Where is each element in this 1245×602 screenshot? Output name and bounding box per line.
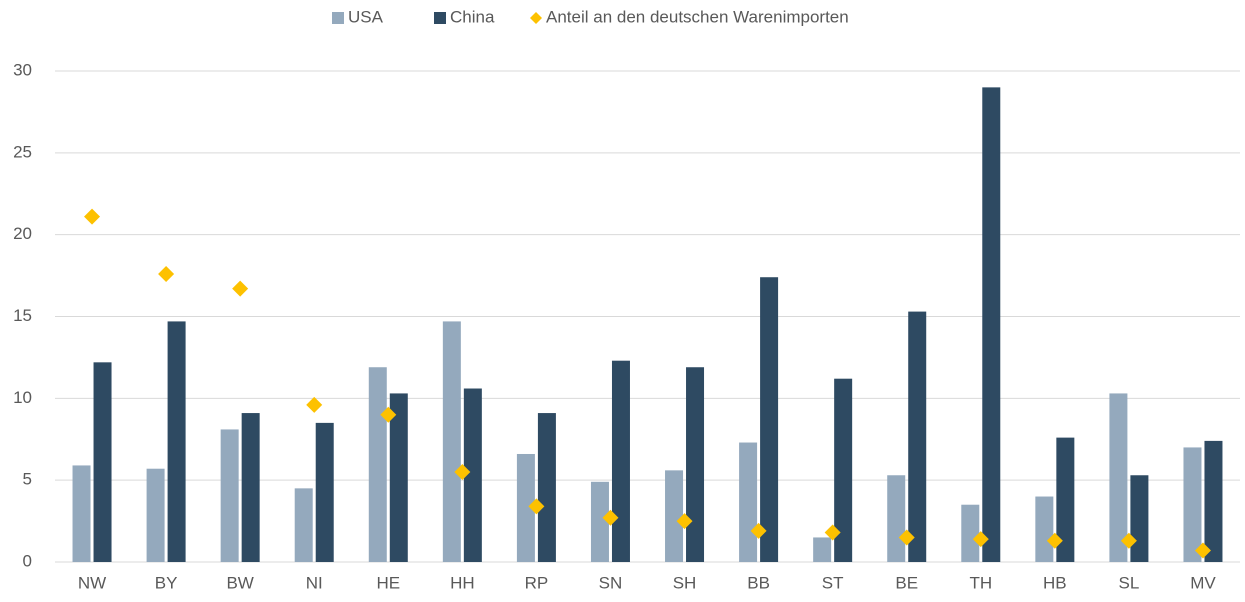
- bar: [537, 413, 556, 562]
- x-tick-label: TH: [969, 573, 992, 592]
- x-tick-label: HH: [450, 573, 475, 592]
- x-tick-label: BW: [226, 573, 253, 592]
- bar: [1130, 475, 1149, 562]
- diamond-marker: [898, 529, 915, 546]
- bar: [146, 468, 165, 562]
- diamond-marker: [602, 509, 619, 526]
- y-tick-label: 10: [13, 388, 32, 407]
- bar: [294, 488, 313, 562]
- bar: [739, 442, 758, 562]
- x-tick-label: BE: [895, 573, 918, 592]
- diamond-marker: [972, 531, 989, 548]
- bar: [442, 321, 461, 562]
- bar: [368, 367, 387, 562]
- diamond-marker: [84, 208, 101, 225]
- diamond-marker: [232, 280, 249, 297]
- bar: [1204, 440, 1223, 562]
- bar: [315, 422, 334, 562]
- diamond-marker: [380, 406, 397, 423]
- diamond-marker: [528, 498, 545, 515]
- legend-label: China: [450, 7, 495, 26]
- y-tick-label: 5: [23, 470, 32, 489]
- y-tick-label: 30: [13, 60, 32, 79]
- diamond-marker: [1120, 532, 1137, 549]
- legend-marker: [530, 12, 542, 24]
- legend-label: Anteil an den deutschen Warenimporten: [546, 7, 849, 26]
- diamond-marker: [306, 396, 323, 413]
- diamond-marker: [1046, 532, 1063, 549]
- bar: [908, 311, 927, 562]
- bar: [72, 465, 91, 562]
- diamond-marker: [1194, 542, 1211, 559]
- bar: [516, 453, 535, 562]
- bar: [665, 470, 684, 562]
- bar: [813, 537, 832, 562]
- bar: [686, 367, 705, 562]
- x-tick-label: MV: [1190, 573, 1216, 592]
- legend-label: USA: [348, 7, 384, 26]
- bar: [590, 481, 609, 562]
- bar: [220, 429, 239, 562]
- bar: [1109, 393, 1128, 562]
- x-tick-label: SN: [599, 573, 623, 592]
- bar: [463, 388, 482, 562]
- x-tick-label: HE: [376, 573, 400, 592]
- bar: [241, 413, 260, 562]
- x-tick-label: SL: [1119, 573, 1140, 592]
- bar: [982, 87, 1001, 562]
- x-tick-label: BB: [747, 573, 770, 592]
- diamond-marker: [824, 524, 841, 541]
- x-tick-label: NW: [78, 573, 106, 592]
- diamond-marker: [750, 522, 767, 539]
- bar: [389, 393, 408, 562]
- legend-marker: [332, 12, 344, 24]
- x-tick-label: SH: [673, 573, 697, 592]
- y-tick-label: 20: [13, 224, 32, 243]
- x-tick-label: BY: [155, 573, 178, 592]
- diamond-marker: [158, 265, 175, 282]
- bar: [961, 504, 980, 562]
- y-tick-label: 25: [13, 142, 32, 161]
- bar: [611, 360, 630, 562]
- bar: [887, 475, 906, 562]
- legend-marker: [434, 12, 446, 24]
- x-tick-label: RP: [525, 573, 549, 592]
- x-tick-label: HB: [1043, 573, 1067, 592]
- bar: [834, 378, 853, 562]
- bar: [1183, 447, 1202, 562]
- bar: [1056, 437, 1075, 562]
- x-tick-label: NI: [306, 573, 323, 592]
- y-tick-label: 15: [13, 306, 32, 325]
- bar: [93, 362, 112, 562]
- x-tick-label: ST: [822, 573, 844, 592]
- bar: [167, 321, 186, 562]
- bar: [1035, 496, 1054, 562]
- diamond-marker: [676, 513, 693, 530]
- y-tick-label: 0: [23, 551, 32, 570]
- diamond-marker: [454, 463, 471, 480]
- bar: [760, 277, 779, 562]
